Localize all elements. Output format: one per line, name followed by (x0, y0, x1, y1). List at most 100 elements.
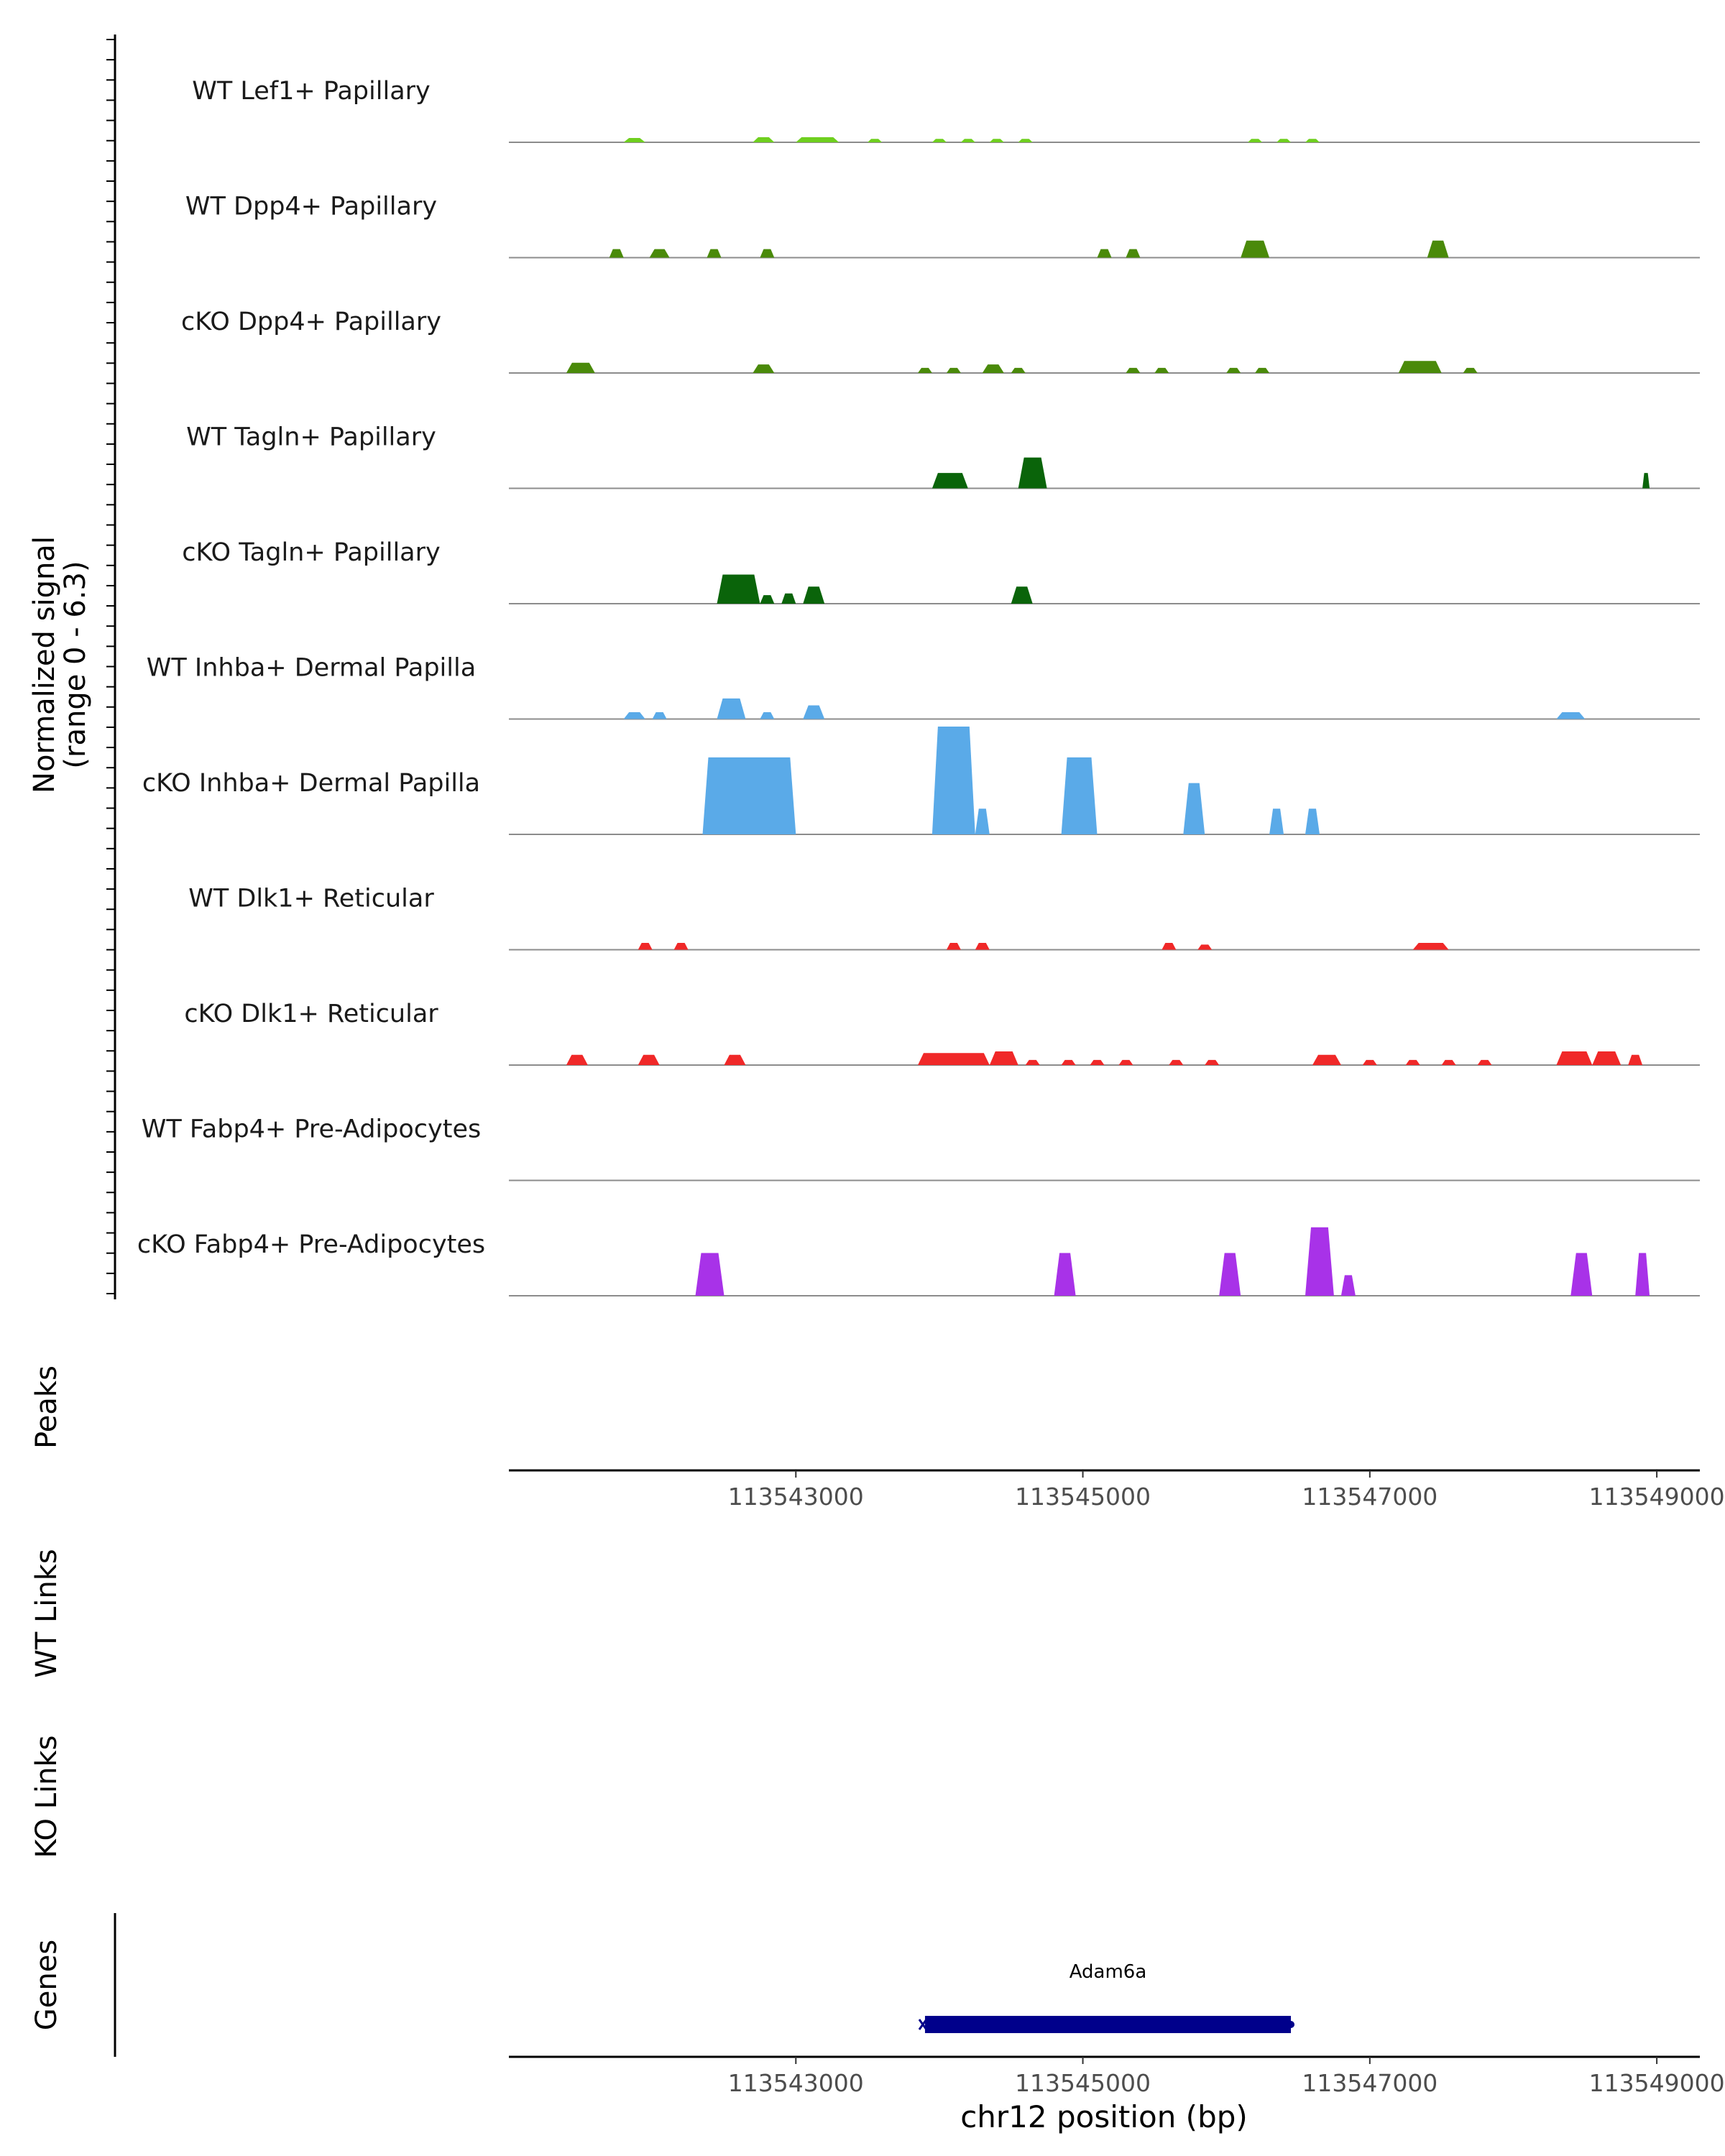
signal-peak (695, 1253, 724, 1296)
signal-peak (623, 138, 645, 142)
signal-peak (989, 1051, 1018, 1065)
signal-peak (1011, 367, 1026, 373)
ko-links-panel-label: KO Links (30, 1736, 63, 1858)
signal-peak (760, 712, 775, 719)
x-axis-bottom: 113543000 113545000 113547000 113549000 (728, 2057, 1725, 2097)
signal-peak (1305, 139, 1320, 142)
signal-peak (1118, 1059, 1133, 1065)
y-axis-range: (range 0 - 6.3) (59, 561, 92, 768)
signal-peak (760, 595, 775, 604)
signal-peak (932, 727, 975, 834)
signal-peak (1570, 1253, 1593, 1296)
signal-peak (1248, 139, 1263, 142)
signal-peak (1362, 1059, 1377, 1065)
track-9: WT Fabp4+ Pre-Adipocytes (142, 1115, 1700, 1181)
track-label: cKO Dlk1+ Reticular (184, 1000, 438, 1028)
signal-peak (1427, 240, 1449, 258)
signal-peak (1312, 1054, 1341, 1065)
track-8: cKO Dlk1+ Reticular (184, 1000, 1700, 1066)
signal-peak (1412, 943, 1449, 950)
signal-peak (609, 249, 624, 258)
genes-panel-label: Genes (30, 1940, 63, 2030)
signal-peak (1635, 1253, 1650, 1296)
track-7: WT Dlk1+ Reticular (188, 885, 1700, 951)
x-tick-label: 113545000 (1015, 2069, 1151, 2097)
track-label: cKO Fabp4+ Pre-Adipocytes (137, 1230, 485, 1259)
signal-peak (1162, 943, 1177, 950)
signal-peak (1255, 367, 1270, 373)
track-label: cKO Inhba+ Dermal Papilla (142, 769, 480, 798)
track-label: WT Lef1+ Papillary (192, 77, 431, 106)
signal-peak (1126, 249, 1141, 258)
track-1: WT Dpp4+ Papillary (185, 193, 1700, 259)
signal-peak (673, 943, 689, 950)
signal-peak (707, 249, 722, 258)
signal-peak (760, 249, 775, 258)
signal-peak (1405, 1059, 1420, 1065)
track-label: cKO Dpp4+ Papillary (181, 308, 441, 336)
signal-peak (796, 137, 840, 142)
signal-peak (649, 249, 670, 258)
signal-peak (1642, 473, 1650, 489)
wt-links-panel-label: WT Links (30, 1549, 63, 1677)
signal-peak (868, 139, 883, 142)
track-label: WT Dpp4+ Papillary (185, 193, 437, 221)
signal-peak (1305, 808, 1320, 834)
signal-peak (960, 139, 975, 142)
signal-peak (989, 139, 1004, 142)
track-label: WT Inhba+ Dermal Papilla (147, 654, 476, 683)
signal-peak (652, 712, 667, 719)
track-2: cKO Dpp4+ Papillary (181, 308, 1700, 374)
signal-peak (1241, 240, 1270, 258)
signal-peak (1054, 1253, 1076, 1296)
signal-peak (717, 698, 746, 719)
signal-peak (1126, 367, 1141, 373)
signal-peak (1556, 712, 1586, 719)
signal-peak (1090, 1059, 1105, 1065)
signal-peak (1025, 1059, 1040, 1065)
signal-peak (918, 367, 932, 373)
signal-peak (1061, 1059, 1076, 1065)
track-5: WT Inhba+ Dermal Papilla (147, 654, 1700, 720)
signal-peak (975, 943, 990, 950)
signal-peak (1305, 1227, 1334, 1296)
track-3: WT Tagln+ Papillary (186, 423, 1700, 489)
signal-peak (1183, 783, 1205, 834)
signal-peak (566, 1054, 588, 1065)
x-tick-label: 113547000 (1302, 1483, 1438, 1511)
signal-peak (1398, 361, 1442, 373)
signal-peak (982, 364, 1004, 373)
signal-peak (1197, 944, 1213, 950)
signal-peak (1011, 586, 1033, 604)
signal-peak (1018, 139, 1033, 142)
signal-peak (1276, 139, 1291, 142)
track-0: WT Lef1+ Papillary (192, 77, 1700, 143)
signal-peak (1169, 1059, 1184, 1065)
signal-peak (946, 367, 961, 373)
signal-peak (724, 1054, 746, 1065)
signal-peak (918, 1053, 990, 1065)
signal-peak (623, 712, 645, 719)
gene-label: Adam6a (1070, 1961, 1147, 1983)
gene-start-marker (918, 2019, 928, 2030)
signal-peak (566, 362, 595, 373)
gene-end-marker (1287, 2021, 1295, 2028)
x-axis-top: 113543000 113545000 113547000 113549000 (728, 1470, 1725, 1511)
signal-peak (638, 943, 653, 950)
signal-peak (717, 574, 760, 604)
signal-peak (1061, 757, 1098, 834)
signal-peak (1463, 367, 1478, 373)
signal-peak (1628, 1054, 1643, 1065)
coverage-tracks: WT Lef1+ Papillary WT Dpp4+ Papillary cKO … (137, 77, 1700, 1296)
signal-peak (1018, 457, 1047, 489)
signal-peak (1226, 367, 1241, 373)
gene-body (924, 2016, 1292, 2033)
signal-peak (803, 705, 825, 719)
genes-panel: Genes Adam6a 113543000 113545000 113547000… (30, 1913, 1725, 2134)
signal-peak (946, 943, 961, 950)
signal-y-axis: Normalized signal (range 0 - 6.3) (28, 34, 116, 1299)
signal-peak (1154, 367, 1169, 373)
signal-peak (781, 593, 796, 604)
signal-peak (1269, 808, 1284, 834)
x-tick-label: 113545000 (1015, 1483, 1151, 1511)
